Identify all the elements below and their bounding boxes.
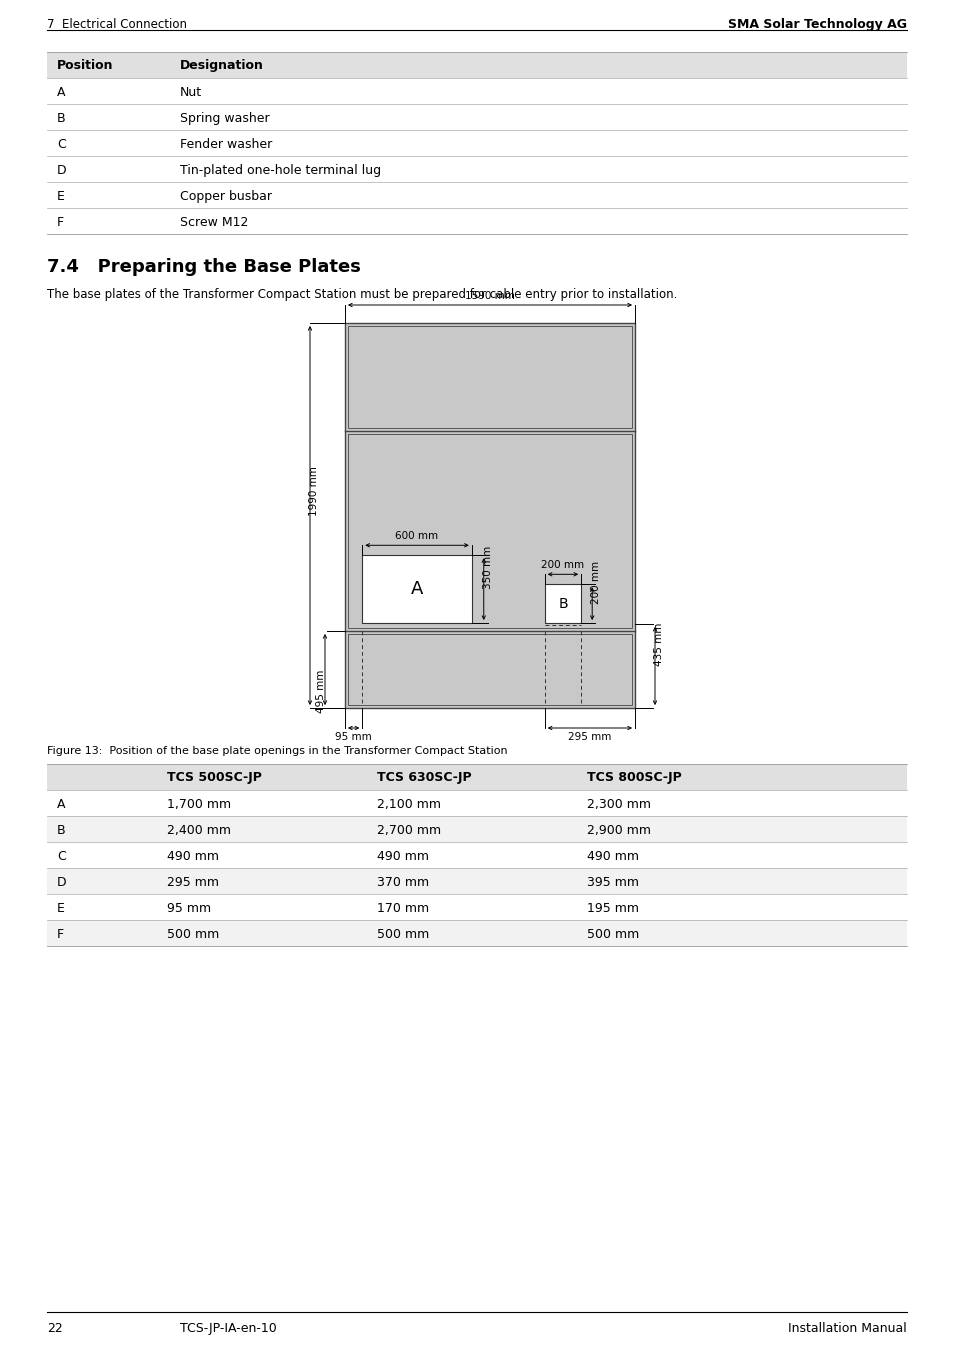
Text: 395 mm: 395 mm <box>586 876 639 890</box>
Text: 370 mm: 370 mm <box>376 876 429 890</box>
Text: 600 mm: 600 mm <box>395 532 438 541</box>
Text: A: A <box>57 86 66 99</box>
Text: C: C <box>57 850 66 863</box>
Text: 200 mm: 200 mm <box>591 560 600 603</box>
Text: D: D <box>57 876 67 890</box>
Bar <box>348 325 631 428</box>
Bar <box>47 815 906 842</box>
Text: 1590 mm: 1590 mm <box>464 292 515 301</box>
Text: 435 mm: 435 mm <box>654 622 663 666</box>
Text: E: E <box>57 902 65 915</box>
Text: 2,700 mm: 2,700 mm <box>376 824 440 837</box>
Text: Nut: Nut <box>180 86 202 99</box>
Text: B: B <box>558 597 567 610</box>
Bar <box>544 585 580 622</box>
Bar <box>362 555 472 622</box>
Bar <box>47 842 906 868</box>
Bar <box>47 894 906 919</box>
Text: TCS 500SC-JP: TCS 500SC-JP <box>167 771 262 784</box>
Text: 22: 22 <box>47 1322 63 1335</box>
Text: B: B <box>57 112 66 126</box>
Text: 500 mm: 500 mm <box>167 927 219 941</box>
Text: Fender washer: Fender washer <box>180 138 272 151</box>
Text: 95 mm: 95 mm <box>335 732 372 742</box>
Text: 1990 mm: 1990 mm <box>309 466 318 516</box>
Text: 350 mm: 350 mm <box>482 545 493 589</box>
Text: 7  Electrical Connection: 7 Electrical Connection <box>47 18 187 31</box>
Text: 2,300 mm: 2,300 mm <box>586 798 650 811</box>
Text: Installation Manual: Installation Manual <box>787 1322 906 1335</box>
Text: E: E <box>57 190 65 202</box>
Text: 95 mm: 95 mm <box>167 902 211 915</box>
Text: Tin-plated one-hole terminal lug: Tin-plated one-hole terminal lug <box>180 163 381 177</box>
Bar <box>47 53 906 78</box>
Text: Position: Position <box>57 59 113 72</box>
Text: 295 mm: 295 mm <box>167 876 219 890</box>
Text: 490 mm: 490 mm <box>586 850 639 863</box>
Text: A: A <box>411 580 423 598</box>
Text: C: C <box>57 138 66 151</box>
Text: 1,700 mm: 1,700 mm <box>167 798 231 811</box>
Bar <box>47 919 906 946</box>
Text: 490 mm: 490 mm <box>376 850 429 863</box>
Text: 170 mm: 170 mm <box>376 902 429 915</box>
Text: TCS-JP-IA-en-10: TCS-JP-IA-en-10 <box>180 1322 276 1335</box>
Text: 495 mm: 495 mm <box>315 670 326 713</box>
Text: Designation: Designation <box>180 59 264 72</box>
Bar <box>47 790 906 815</box>
Bar <box>348 634 631 705</box>
Text: Screw M12: Screw M12 <box>180 216 248 230</box>
Text: B: B <box>57 824 66 837</box>
Bar <box>348 433 631 628</box>
Text: SMA Solar Technology AG: SMA Solar Technology AG <box>727 18 906 31</box>
Text: F: F <box>57 927 64 941</box>
Text: 195 mm: 195 mm <box>586 902 639 915</box>
Text: 7.4   Preparing the Base Plates: 7.4 Preparing the Base Plates <box>47 258 360 275</box>
Text: TCS 630SC-JP: TCS 630SC-JP <box>376 771 471 784</box>
Text: 500 mm: 500 mm <box>376 927 429 941</box>
Text: F: F <box>57 216 64 230</box>
Text: 295 mm: 295 mm <box>568 732 611 742</box>
Text: 2,900 mm: 2,900 mm <box>586 824 650 837</box>
Text: The base plates of the Transformer Compact Station must be prepared for cable en: The base plates of the Transformer Compa… <box>47 288 677 301</box>
Text: 2,400 mm: 2,400 mm <box>167 824 231 837</box>
Bar <box>47 868 906 894</box>
Text: 200 mm: 200 mm <box>540 560 584 570</box>
Text: Copper busbar: Copper busbar <box>180 190 272 202</box>
Text: Figure 13:  Position of the base plate openings in the Transformer Compact Stati: Figure 13: Position of the base plate op… <box>47 747 507 756</box>
Text: Spring washer: Spring washer <box>180 112 270 126</box>
Text: 490 mm: 490 mm <box>167 850 219 863</box>
Text: A: A <box>57 798 66 811</box>
Text: 2,100 mm: 2,100 mm <box>376 798 440 811</box>
Text: D: D <box>57 163 67 177</box>
Bar <box>47 764 906 790</box>
Text: TCS 800SC-JP: TCS 800SC-JP <box>586 771 681 784</box>
Text: 500 mm: 500 mm <box>586 927 639 941</box>
Bar <box>345 323 635 707</box>
